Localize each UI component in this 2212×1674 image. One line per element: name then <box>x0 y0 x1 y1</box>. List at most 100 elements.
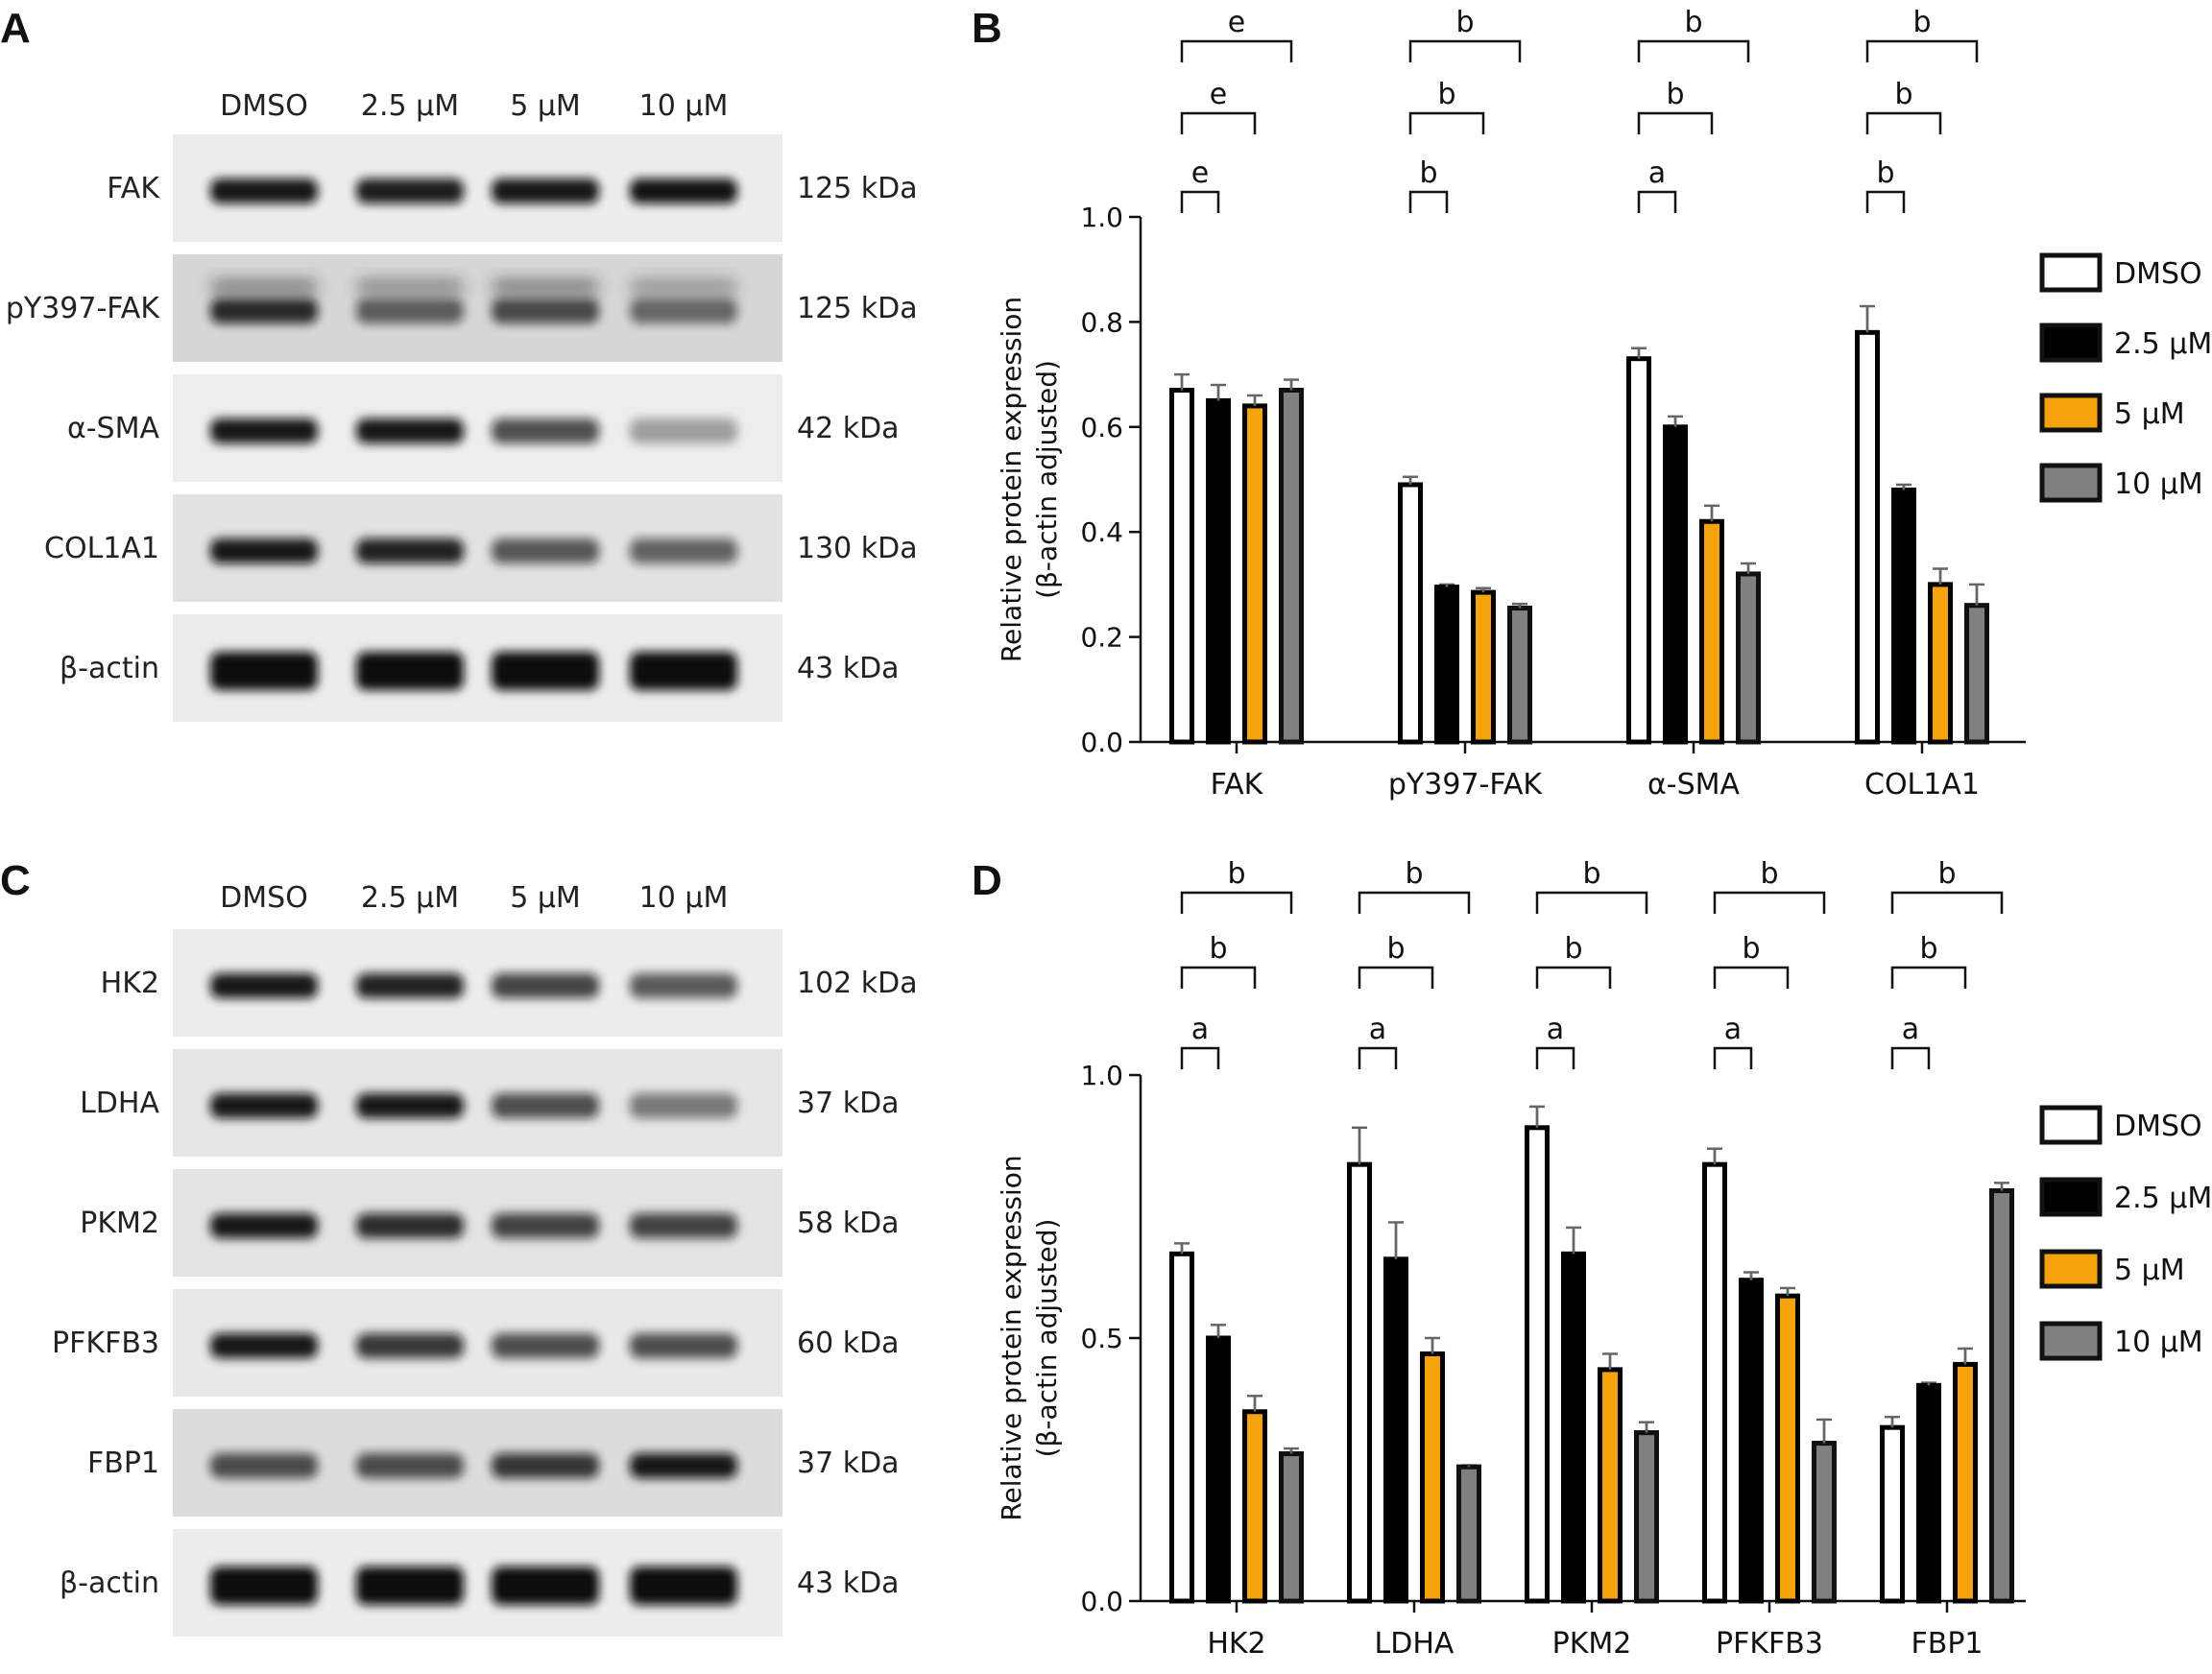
kda-label-pfkfb3: 60 kDa <box>797 1327 900 1360</box>
panel-letter-c: C <box>0 857 31 904</box>
protein-label-actin: β-actin <box>60 652 159 685</box>
bar-sma-5-m <box>1699 518 1724 745</box>
bar-py397-fak-5-m <box>1471 589 1496 745</box>
protein-label-pkm2: PKM2 <box>80 1207 159 1240</box>
band-fak-lane-1 <box>210 179 318 203</box>
band-fak-lane-2 <box>356 179 464 203</box>
sig-label-hk2-1: a <box>1191 1013 1209 1046</box>
bar-fbp1-dmso <box>1880 1424 1905 1604</box>
band-sma-lane-3 <box>492 418 599 443</box>
protein-label-fbp1: FBP1 <box>87 1447 159 1480</box>
band-pkm2-lane-1 <box>210 1213 318 1238</box>
legend-swatch-10-m <box>2039 1321 2103 1361</box>
sig-label-hk2-3: b <box>1227 857 1245 891</box>
band-sma-lane-2 <box>356 418 464 443</box>
bar-col1a1-5-m <box>1928 582 1953 745</box>
bar-chart-panel-d: 0.0 0.5 1.0 Relative protein expression (β-a… <box>996 857 2212 1661</box>
band-actin-lane-1 <box>210 1566 318 1605</box>
legend-label-5-m: 5 μM <box>2114 397 2185 431</box>
lane-label-10-m: 10 μM <box>639 89 729 123</box>
band-fbp1-lane-1 <box>210 1453 318 1478</box>
sig-label-col1a1-3: b <box>1912 6 1931 39</box>
band-actin-lane-4 <box>630 652 737 690</box>
band-col1a1-lane-3 <box>492 538 599 563</box>
y-axis-label-line-1: Relative protein expression <box>996 1155 1027 1520</box>
sig-label-sma-3: b <box>1684 6 1702 39</box>
sig-label-col1a1-1: b <box>1876 156 1894 190</box>
bar-fak-5-m <box>1242 403 1267 745</box>
bar-hk2-5-m <box>1242 1409 1267 1604</box>
band-py397-fak-lane-3 <box>492 299 599 323</box>
band-pkm2-lane-4 <box>630 1213 737 1238</box>
sig-bracket-fbp1-1 <box>1890 1046 1931 1069</box>
sig-bracket-sma-2 <box>1637 111 1714 134</box>
lane-label-5-m: 5 μM <box>510 89 581 123</box>
band-actin-lane-2 <box>356 652 464 690</box>
x-tick-label-pfkfb3: PFKFB3 <box>1716 1627 1823 1661</box>
bar-fill-sma-10-m <box>1736 571 1761 745</box>
bar-fill-col1a1-10-m <box>1964 603 1989 745</box>
sig-bracket-col1a1-3 <box>1865 39 1979 62</box>
western-blot-panel-a: DMSO 2.5 μM 5 μM 10 μM FAK 125 kDa pY397-FAK 12… <box>6 89 918 722</box>
band-py397-fak-lane-1 <box>210 299 318 323</box>
legend-label-5-m: 5 μM <box>2114 1254 2185 1287</box>
lane-label-10-m: 10 μM <box>639 881 729 915</box>
sig-bracket-pkm2-1 <box>1535 1046 1575 1069</box>
sig-bracket-fak-2 <box>1180 111 1257 134</box>
bar-ldha-2-5-m <box>1383 1256 1408 1604</box>
band-hk2-lane-2 <box>356 973 464 998</box>
x-tick-label-fbp1: FBP1 <box>1911 1627 1983 1661</box>
x-tick-label-py397-fak: pY397-FAK <box>1388 768 1543 801</box>
band-col1a1-lane-2 <box>356 538 464 563</box>
band-pkm2-lane-2 <box>356 1213 464 1238</box>
protein-label-fak: FAK <box>107 172 160 205</box>
band-pfkfb3-lane-1 <box>210 1333 318 1358</box>
x-tick-label-ldha: LDHA <box>1375 1627 1455 1661</box>
bar-fbp1-2-5-m <box>1916 1382 1941 1604</box>
protein-label-py397-fak: pY397-FAK <box>6 292 160 325</box>
upper-band-py397-fak-lane-1 <box>210 279 318 295</box>
sig-label-pkm2-2: b <box>1564 932 1582 966</box>
sig-bracket-fak-1 <box>1180 190 1220 213</box>
sig-bracket-py397-fak-1 <box>1408 190 1449 213</box>
band-fak-lane-4 <box>630 179 737 203</box>
band-fak-lane-3 <box>492 179 599 203</box>
band-py397-fak-lane-2 <box>356 299 464 323</box>
legend-swatch-2-5-m <box>2039 1177 2103 1217</box>
y-tick-label-1: 0.2 <box>1080 622 1123 654</box>
protein-label-ldha: LDHA <box>80 1087 159 1120</box>
x-tick-label-col1a1: COL1A1 <box>1864 768 1980 801</box>
sig-bracket-sma-3 <box>1637 39 1750 62</box>
sig-label-fak-2: e <box>1210 78 1227 111</box>
kda-label-sma: 42 kDa <box>797 412 900 445</box>
legend-swatch-2-5-m <box>2039 323 2103 363</box>
x-tick-label-hk2: HK2 <box>1207 1627 1265 1661</box>
band-pkm2-lane-3 <box>492 1213 599 1238</box>
sig-bracket-pfkfb3-1 <box>1713 1046 1753 1069</box>
sig-bracket-col1a1-1 <box>1865 190 1906 213</box>
panel-letter-d: D <box>972 857 1002 904</box>
band-py397-fak-lane-4 <box>630 299 737 323</box>
protein-label-col1a1: COL1A1 <box>44 532 159 565</box>
y-tick-label-4: 0.8 <box>1080 306 1123 338</box>
sig-bracket-ldha-3 <box>1358 891 1471 914</box>
lane-label-5-m: 5 μM <box>510 881 581 915</box>
bar-pfkfb3-dmso <box>1702 1161 1727 1604</box>
kda-label-fbp1: 37 kDa <box>797 1447 900 1480</box>
band-hk2-lane-3 <box>492 973 599 998</box>
sig-label-pfkfb3-2: b <box>1742 932 1760 966</box>
band-col1a1-lane-1 <box>210 538 318 563</box>
bar-pkm2-5-m <box>1598 1367 1623 1604</box>
sig-bracket-pfkfb3-2 <box>1713 966 1790 989</box>
panel-letter-b: B <box>972 5 1002 52</box>
upper-band-py397-fak-lane-3 <box>492 279 599 295</box>
bar-fill-fbp1-10-m <box>1989 1188 2014 1604</box>
sig-label-fbp1-3: b <box>1937 857 1956 891</box>
lane-label-2-5-m: 2.5 μM <box>361 881 459 915</box>
bar-hk2-dmso <box>1169 1251 1194 1604</box>
sig-bracket-fak-3 <box>1180 39 1293 62</box>
bar-py397-fak-2-5-m <box>1434 585 1459 745</box>
legend-label-dmso: DMSO <box>2114 257 2202 291</box>
band-actin-lane-3 <box>492 1566 599 1605</box>
protein-label-hk2: HK2 <box>101 967 159 1000</box>
